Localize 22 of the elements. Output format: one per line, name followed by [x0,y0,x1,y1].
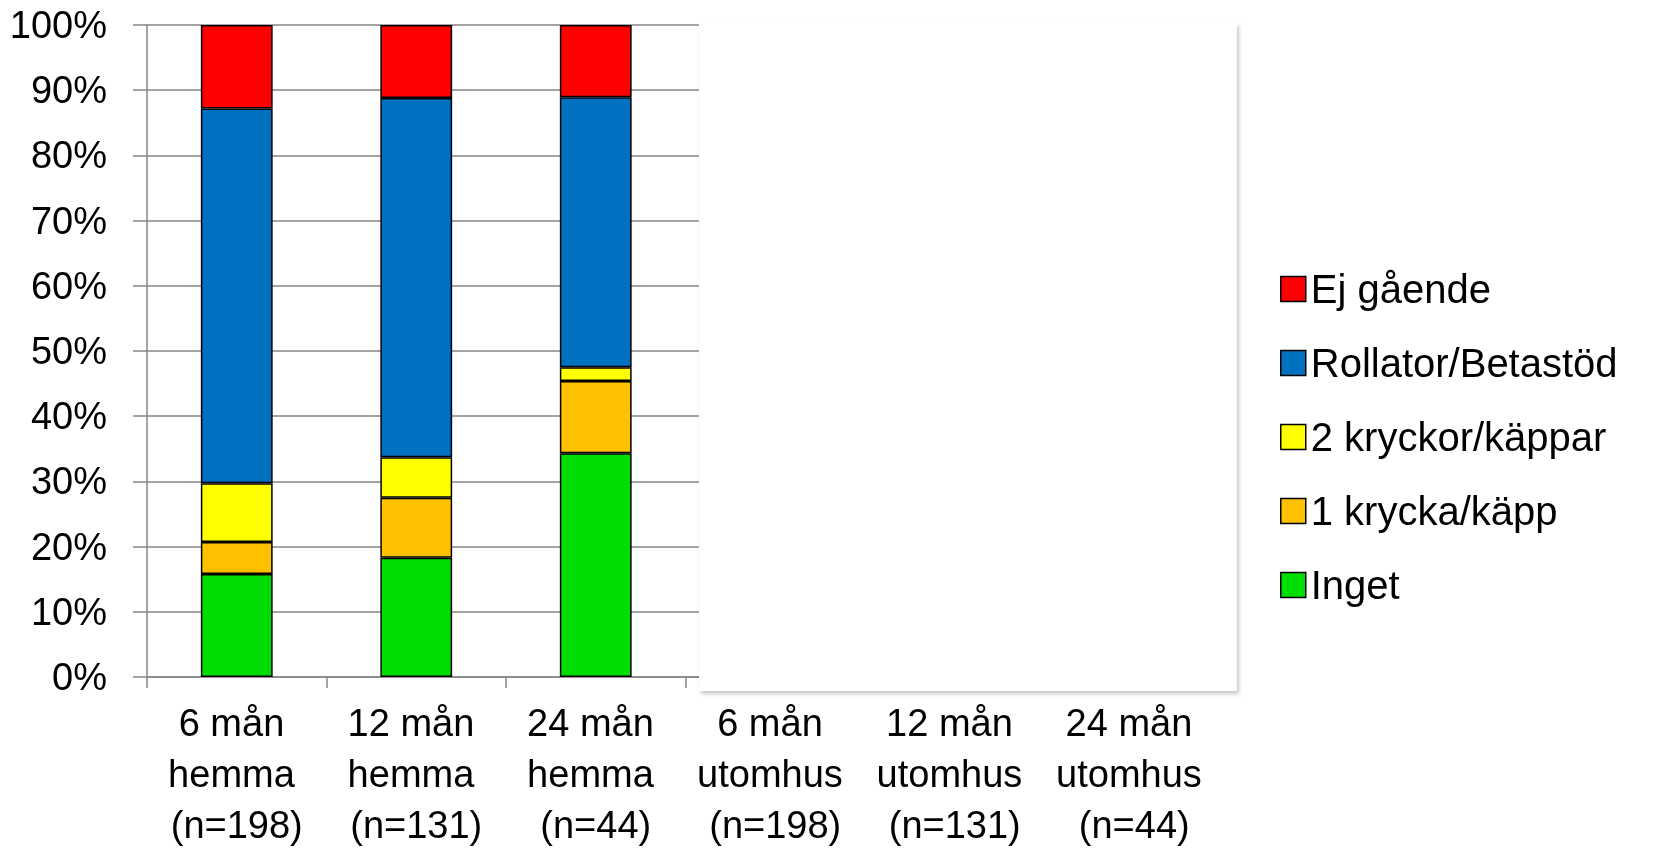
y-tick-label: 30% [30,460,107,503]
x-tick-label: 6 mån utomhus (n=198) [697,701,854,846]
legend-label: Rollator/Betastöd [1310,341,1618,385]
x-tick-label: 24 mån utomhus (n=44) [1056,701,1213,846]
legend-label: Inget [1310,563,1400,607]
y-tick-label: 40% [30,395,107,438]
y-tick-label: 100% [9,4,107,46]
y-tick-label: 0% [52,656,107,698]
y-tick-label: 80% [30,134,107,177]
legend-label: 2 kryckor/käppar [1310,415,1607,459]
y-tick-label: 20% [30,525,107,568]
x-tick-label: 6 mån hemma (n=198) [168,701,306,846]
x-tick-label: 12 mån hemma (n=131) [347,701,485,846]
x-tick-label: 12 mån utomhus (n=131) [876,701,1033,846]
y-tick-label: 60% [30,264,107,307]
x-tick-label: 24 mån hemma (n=44) [527,701,665,846]
legend-label: 1 krycka/käpp [1310,489,1558,533]
y-tick-label: 10% [30,590,107,633]
y-tick-label: 70% [30,199,107,242]
legend-label: Ej gående [1310,267,1491,311]
y-tick-label: 50% [30,330,107,372]
y-tick-label: 90% [30,69,107,112]
